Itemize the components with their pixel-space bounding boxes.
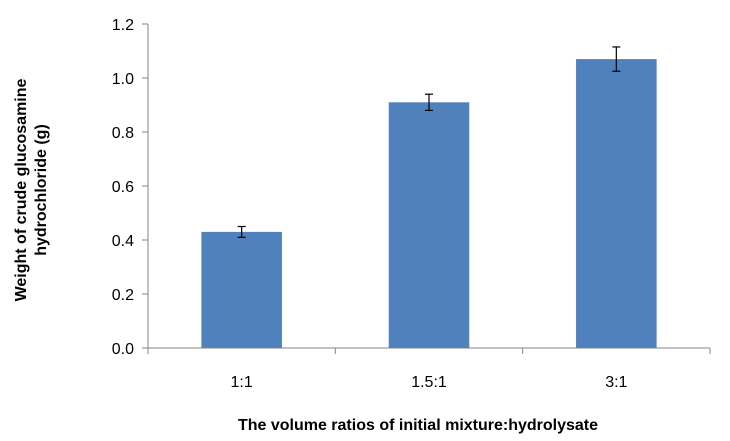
- x-axis-title: The volume ratios of initial mixture:hyd…: [238, 417, 598, 434]
- y-tick-label: 0.0: [112, 341, 134, 358]
- x-tick-label: 3:1: [605, 374, 627, 391]
- x-axis: 1:1 1.5:1 3:1: [147, 347, 711, 391]
- y-tick-label: 0.4: [112, 233, 134, 250]
- x-tick-label: 1:1: [231, 374, 253, 391]
- bar-1-5-1: [388, 102, 470, 348]
- bar-3-1: [576, 59, 657, 348]
- bars: [201, 59, 657, 348]
- bar-1-1: [201, 231, 282, 348]
- y-tick-label: 0.2: [112, 287, 134, 304]
- y-axis-title-line-1: Weight of crude glucosamine: [13, 78, 30, 301]
- y-axis-title: Weight of crude glucosamine hydrochlorid…: [13, 78, 50, 301]
- y-axis: 0.0 0.2 0.4 0.6 0.8 1.0 1.2: [112, 17, 149, 358]
- y-tick-label: 1.2: [112, 17, 134, 34]
- error-bars: [237, 46, 621, 238]
- x-tick-label: 1.5:1: [411, 374, 447, 391]
- y-tick-label: 0.8: [112, 125, 134, 142]
- y-tick-label: 1.0: [112, 71, 134, 88]
- y-axis-title-line-2: hydrochloride (g): [33, 124, 50, 256]
- y-tick-label: 0.6: [112, 179, 134, 196]
